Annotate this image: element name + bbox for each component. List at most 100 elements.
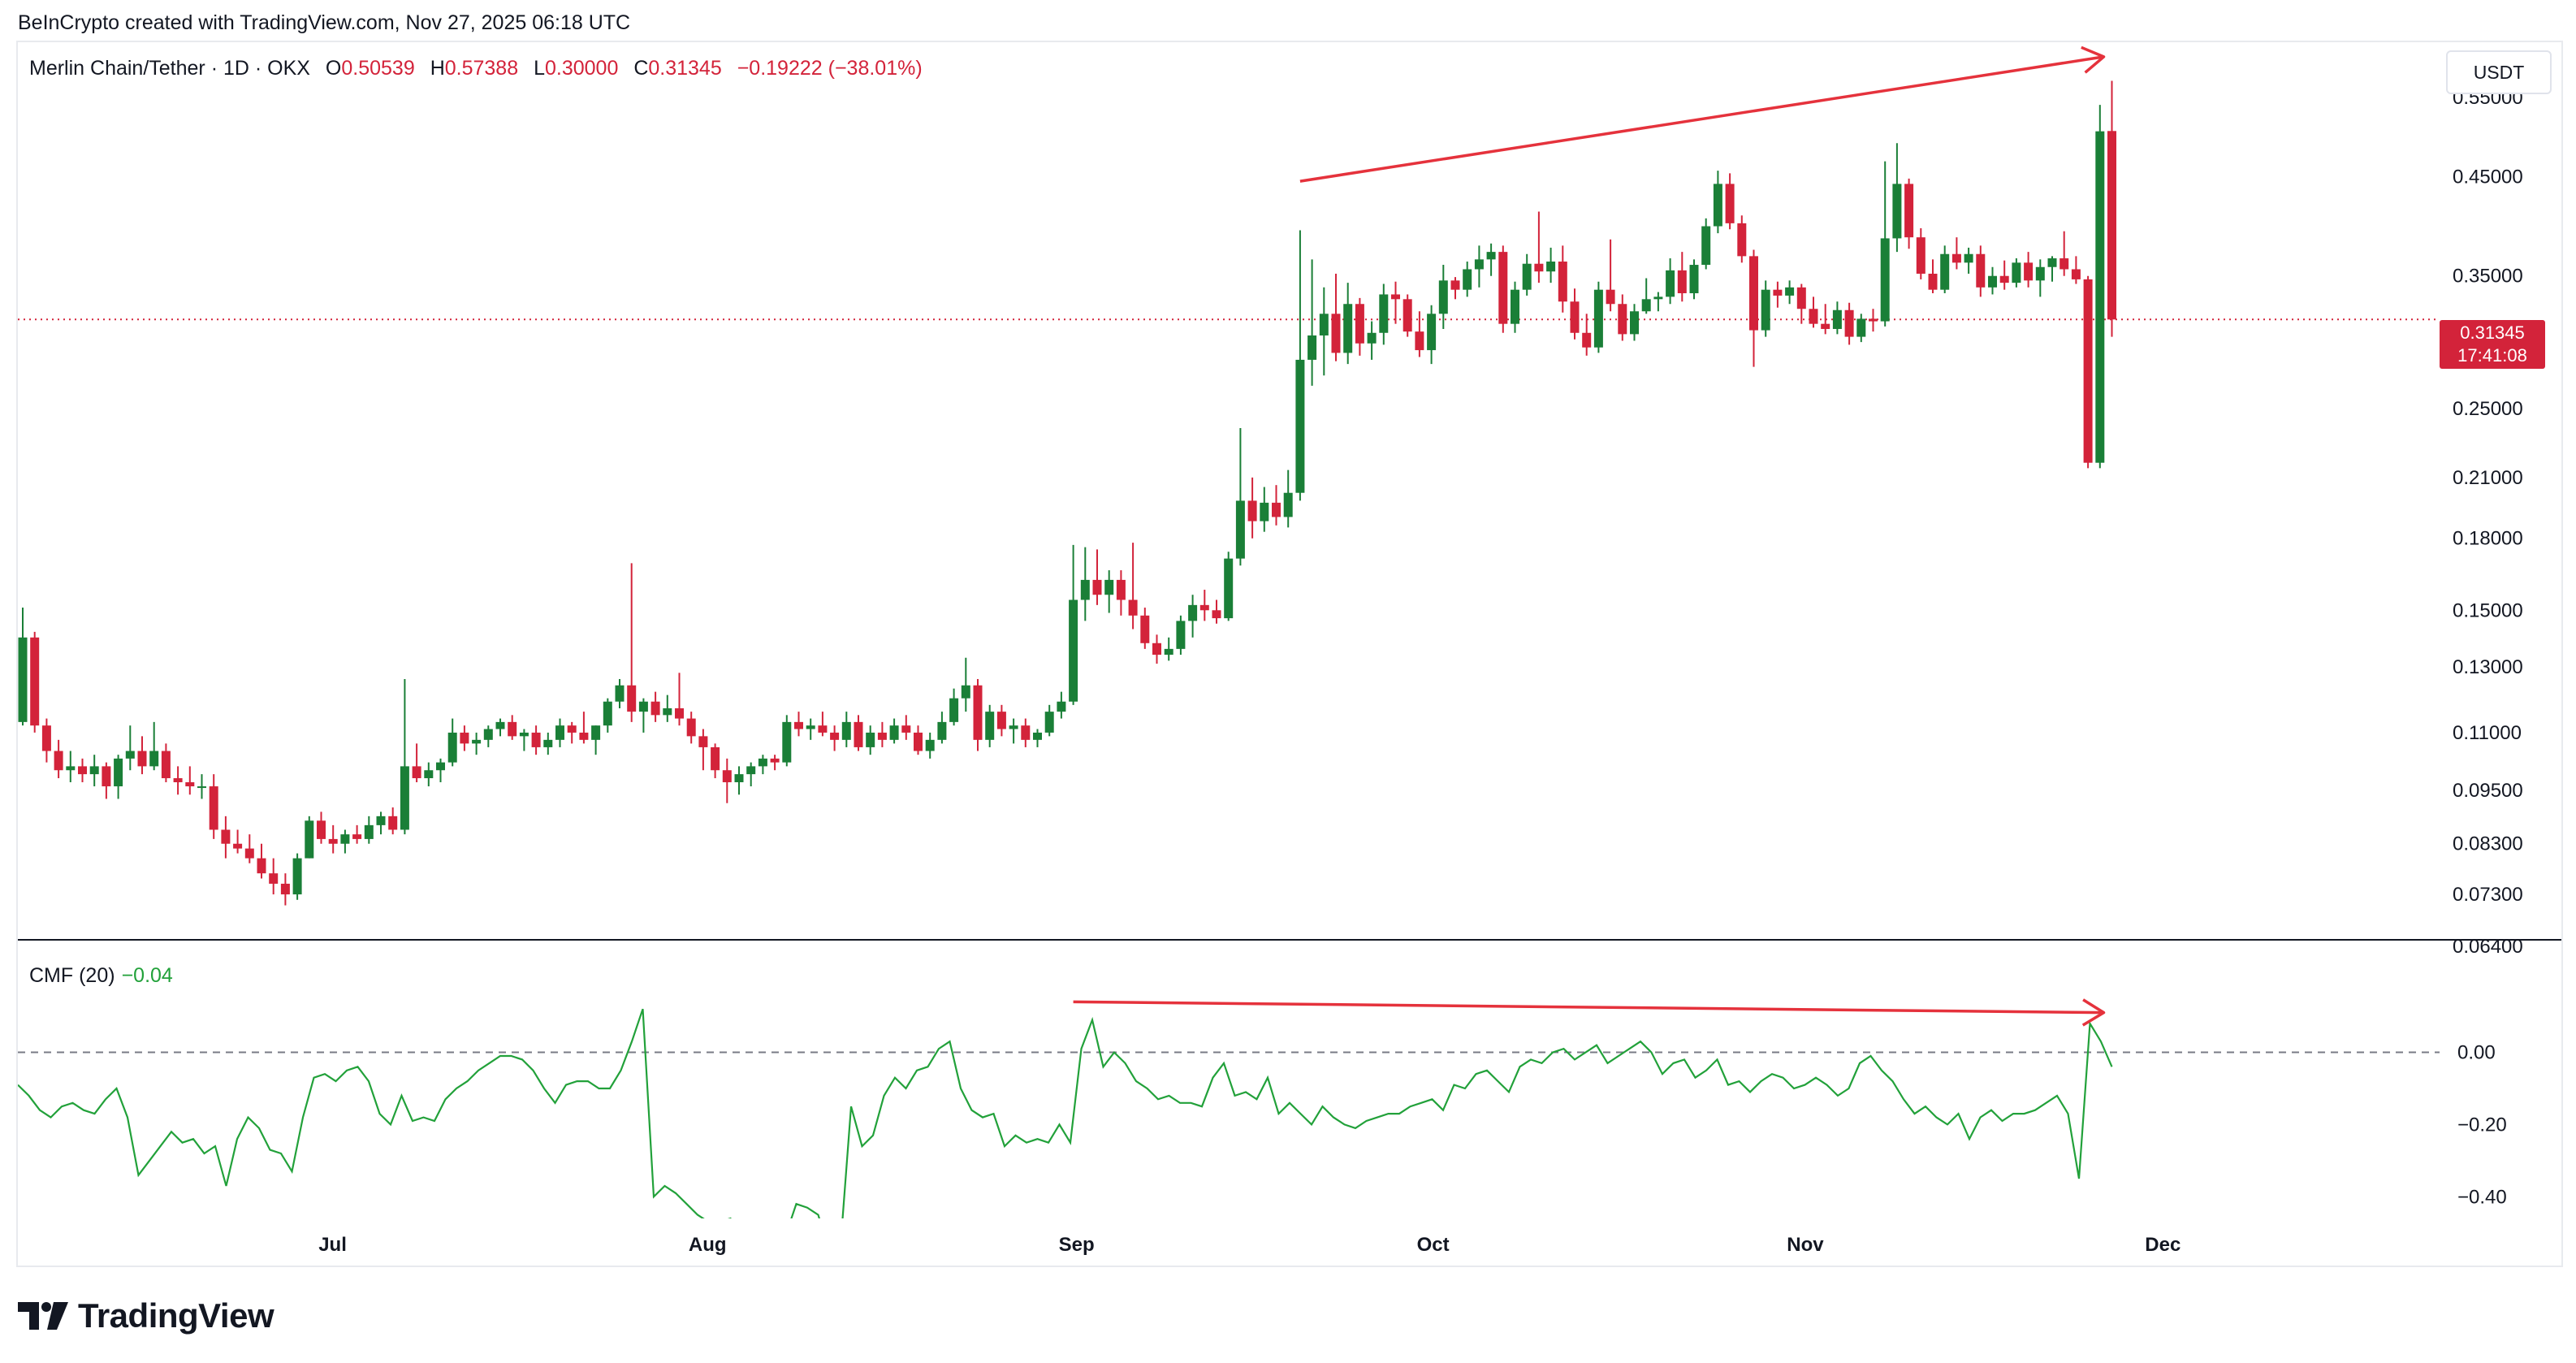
- candle-body: [1796, 287, 1806, 309]
- price-tick-label: 0.09500: [2453, 780, 2523, 802]
- candle-body: [352, 834, 362, 839]
- candle-body: [1450, 280, 1460, 290]
- divergence-arrow-head: [2081, 998, 2106, 1027]
- candle-body: [1319, 314, 1329, 335]
- candle-body: [412, 766, 421, 779]
- candle-body: [1164, 648, 1173, 656]
- candle-body: [1463, 269, 1472, 290]
- chart-credit: BeInCrypto created with TradingView.com,…: [18, 11, 631, 34]
- candle-body: [1546, 262, 1556, 272]
- candle-body: [519, 732, 529, 737]
- candle-body: [1379, 294, 1389, 333]
- candle-body: [1283, 492, 1293, 517]
- candle-body: [746, 766, 756, 775]
- cmf-tick-label: −0.20: [2457, 1114, 2507, 1136]
- candle-body: [388, 816, 398, 830]
- candle-body: [1773, 289, 1783, 296]
- candle-body: [591, 725, 601, 740]
- candle-body: [2024, 262, 2034, 281]
- candle-body: [1618, 304, 1627, 335]
- candle-body: [722, 770, 732, 783]
- candle-body: [102, 766, 111, 787]
- candle-body: [1391, 294, 1400, 300]
- candle-body: [1856, 318, 1866, 337]
- candle-body: [447, 732, 457, 763]
- candle-body: [603, 701, 612, 726]
- candle-body: [1821, 323, 1830, 329]
- candle-body: [137, 751, 147, 767]
- candle-body: [1940, 253, 1950, 290]
- divergence-arrow-line: [1299, 55, 2104, 183]
- candle-body: [2083, 279, 2093, 463]
- candle-body: [1725, 184, 1735, 223]
- candle-body: [30, 637, 40, 726]
- open-label: O: [325, 57, 342, 80]
- candle-body: [1498, 252, 1508, 324]
- candle-body: [2071, 269, 2081, 279]
- cmf-value: −0.04: [121, 964, 173, 987]
- candle-body: [221, 829, 231, 844]
- candle-body: [1188, 604, 1198, 621]
- candle-body: [1427, 314, 1437, 351]
- price-tick-label: 0.15000: [2453, 599, 2523, 621]
- candle-body: [1522, 263, 1532, 290]
- candle-body: [41, 725, 51, 751]
- candle-body: [1737, 223, 1747, 257]
- candle-body: [1904, 184, 1914, 238]
- candle-body: [1152, 643, 1161, 656]
- price-tick-label: 0.11000: [2453, 722, 2522, 744]
- candle-body: [806, 725, 815, 729]
- candle-body: [1104, 579, 1114, 595]
- price-tick-label: 0.06400: [2453, 936, 2523, 958]
- low-value: 0.30000: [544, 57, 619, 80]
- candle-body: [854, 721, 863, 747]
- candle-body: [1474, 259, 1484, 270]
- candle-body: [961, 685, 970, 699]
- tradingview-logo-text: TradingView: [78, 1296, 274, 1335]
- candle-body: [1582, 332, 1592, 348]
- candle-body: [1080, 579, 1090, 600]
- open-value: 0.50539: [341, 57, 415, 80]
- x-tick-label: Oct: [1417, 1234, 1450, 1256]
- candle-body: [376, 816, 386, 825]
- candle-body: [1116, 579, 1126, 600]
- candle-body: [1916, 237, 1926, 274]
- price-tick-label: 0.07300: [2453, 884, 2523, 906]
- candle-body: [770, 758, 780, 763]
- tradingview-logo[interactable]: TradingView: [18, 1296, 274, 1335]
- candle-body: [782, 721, 792, 763]
- candle-body: [149, 751, 159, 767]
- candle-body: [2060, 258, 2069, 270]
- high-label: H: [430, 57, 445, 80]
- candle-body: [2047, 258, 2057, 267]
- candle-body: [1701, 226, 1711, 266]
- candle-body: [1570, 301, 1580, 333]
- candle-body: [125, 751, 135, 759]
- cmf-name[interactable]: CMF (20): [29, 964, 115, 987]
- candle-body: [841, 721, 851, 740]
- candle-body: [66, 766, 76, 771]
- candle-body: [1057, 701, 1066, 712]
- candle-body: [1403, 299, 1412, 332]
- price-tick-label: 0.25000: [2453, 398, 2523, 420]
- candle-body: [889, 725, 899, 740]
- candle-body: [973, 685, 983, 740]
- candle-body: [1140, 615, 1150, 643]
- candle-body: [650, 701, 660, 716]
- cmf-line: [18, 1008, 2113, 1218]
- close-label: C: [633, 57, 649, 80]
- candle-body: [925, 739, 935, 751]
- candle-body: [508, 721, 517, 737]
- symbol-name[interactable]: Merlin Chain/Tether · 1D · OKX: [29, 57, 310, 80]
- x-tick-label: Nov: [1787, 1234, 1824, 1256]
- candle-body: [1666, 270, 1675, 297]
- divergence-arrow-head: [2081, 45, 2106, 74]
- current-price-value: 0.31345: [2460, 322, 2525, 343]
- candle-body: [711, 746, 720, 771]
- candle-body: [1295, 359, 1305, 493]
- candle-body: [460, 732, 469, 744]
- currency-button[interactable]: USDT: [2446, 50, 2552, 94]
- candle-body: [1689, 265, 1699, 294]
- candle-body: [1999, 275, 2009, 283]
